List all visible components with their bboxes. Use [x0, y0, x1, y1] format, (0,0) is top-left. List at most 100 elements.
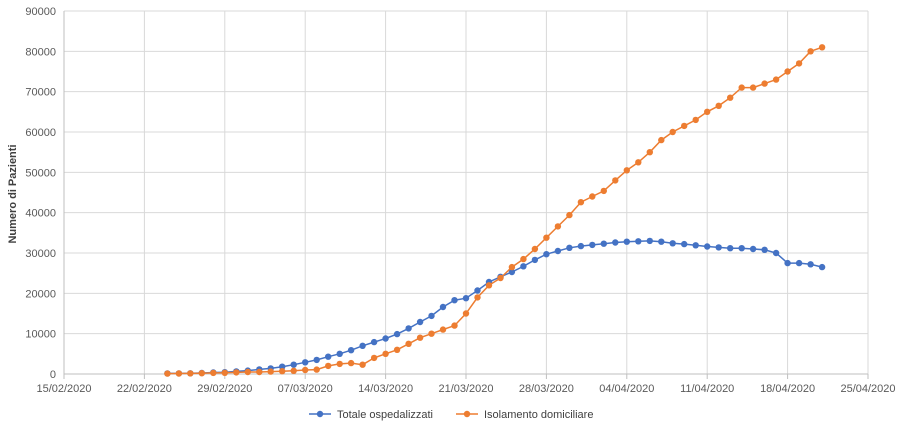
- data-point: [439, 303, 447, 311]
- data-point: [474, 287, 481, 294]
- data-point: [290, 367, 297, 374]
- data-point: [692, 242, 699, 249]
- data-point: [279, 368, 286, 375]
- data-point: [669, 128, 676, 136]
- data-point: [807, 261, 814, 268]
- data-point: [681, 122, 688, 130]
- legend-item-2: Isolamento domiciliare: [456, 409, 593, 421]
- data-point: [325, 353, 332, 360]
- data-point: [347, 359, 355, 367]
- x-tick-label: 25/04/2020: [840, 383, 895, 395]
- data-point: [692, 116, 699, 124]
- x-tick-label: 29/02/2020: [197, 383, 252, 395]
- data-point: [818, 263, 826, 271]
- data-point: [761, 246, 768, 253]
- data-point: [531, 256, 539, 264]
- y-tick-label: 80000: [25, 46, 56, 58]
- data-point: [164, 370, 171, 377]
- data-point: [795, 259, 803, 267]
- legend-label: Totale ospedalizzati: [337, 409, 433, 421]
- data-point: [818, 44, 826, 51]
- x-tick-label: 07/03/2020: [278, 383, 333, 395]
- data-point: [439, 326, 447, 333]
- data-point: [428, 312, 435, 320]
- data-point: [658, 136, 665, 144]
- data-point: [738, 245, 745, 252]
- data-point: [795, 60, 803, 67]
- data-point: [198, 370, 205, 377]
- data-point: [738, 84, 745, 91]
- data-point: [451, 322, 458, 329]
- data-point: [336, 350, 343, 357]
- data-point: [256, 368, 263, 376]
- data-point: [428, 330, 435, 337]
- data-point: [382, 335, 389, 342]
- data-point: [761, 80, 768, 87]
- data-point: [784, 68, 791, 75]
- data-point: [474, 294, 481, 301]
- data-point: [405, 325, 412, 332]
- data-point: [382, 350, 389, 357]
- data-point: [554, 223, 562, 230]
- y-tick-label: 0: [50, 369, 56, 381]
- data-point: [175, 370, 183, 377]
- data-point: [727, 94, 734, 101]
- data-point: [749, 84, 757, 91]
- data-point: [772, 249, 780, 257]
- x-tick-label: 21/03/2020: [438, 383, 493, 395]
- x-tick-label: 18/04/2020: [760, 383, 815, 395]
- y-tick-label: 30000: [25, 248, 56, 260]
- data-point: [325, 362, 332, 370]
- x-tick-label: 04/04/2020: [599, 383, 654, 395]
- data-point: [520, 263, 527, 270]
- data-point: [543, 251, 550, 258]
- series-line: [167, 46, 823, 375]
- series-layer: [164, 44, 826, 377]
- data-point: [267, 368, 274, 375]
- data-point: [244, 368, 251, 376]
- legend-marker: [463, 410, 471, 418]
- data-point: [233, 369, 240, 376]
- y-tick-label: 20000: [25, 288, 56, 300]
- data-point: [704, 108, 711, 116]
- data-point: [462, 310, 470, 317]
- data-point: [681, 240, 688, 248]
- data-point: [635, 159, 642, 166]
- data-point: [187, 370, 194, 377]
- y-tick-label: 70000: [25, 87, 56, 99]
- series-1: [164, 237, 826, 377]
- data-point: [589, 193, 596, 200]
- data-point: [612, 177, 619, 184]
- series-line: [167, 240, 823, 375]
- x-tick-label: 11/04/2020: [680, 383, 734, 395]
- data-point: [302, 366, 309, 374]
- data-point: [658, 238, 665, 245]
- data-point: [669, 240, 676, 247]
- legend-item-1: Totale ospedalizzati: [309, 409, 433, 421]
- data-point: [347, 347, 355, 354]
- y-axis-title: Numero di Pazienti: [7, 144, 19, 243]
- data-point: [623, 167, 630, 174]
- data-point: [393, 330, 401, 338]
- y-tick-label: 50000: [25, 167, 56, 179]
- series-2: [164, 44, 826, 377]
- data-point: [772, 76, 780, 83]
- legend-marker: [316, 410, 324, 418]
- data-point: [416, 318, 424, 326]
- x-tick-label: 15/02/2020: [36, 383, 91, 395]
- data-point: [600, 187, 607, 195]
- tick-labels: 0 10000 20000 30000 40000 50000 60000 70000 8000…: [25, 6, 895, 395]
- data-point: [577, 199, 585, 206]
- x-tick-label: 14/03/2020: [358, 383, 413, 395]
- data-point: [462, 295, 470, 302]
- data-point: [635, 238, 642, 245]
- data-point: [313, 356, 320, 364]
- data-point: [566, 211, 573, 219]
- legend: Totale ospedalizzati Isolamento domicilia…: [309, 409, 593, 421]
- data-point: [485, 282, 493, 289]
- x-tick-label: 22/02/2020: [117, 383, 172, 395]
- data-point: [370, 338, 378, 346]
- data-point: [577, 242, 585, 250]
- data-point: [715, 244, 722, 251]
